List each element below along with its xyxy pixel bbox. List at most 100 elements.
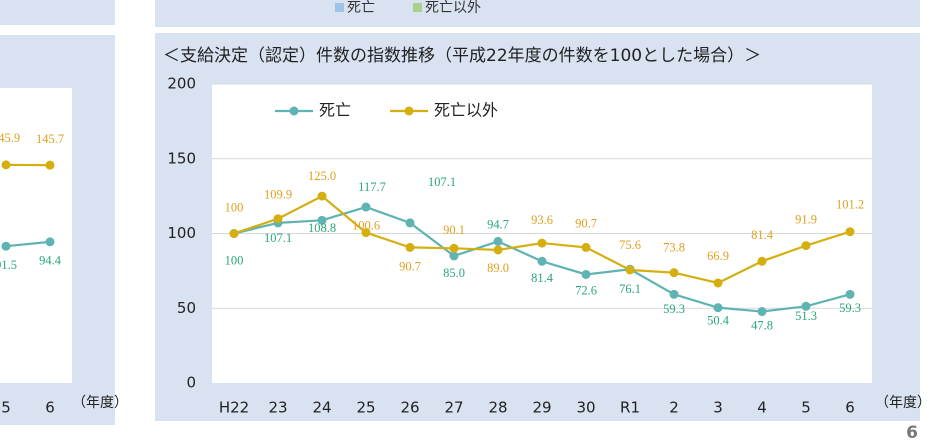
value-label: 73.8: [663, 241, 685, 255]
value-label: 93.6: [531, 213, 553, 227]
value-label: 94.7: [487, 217, 509, 231]
data-point: [493, 245, 503, 255]
value-label: 100: [225, 200, 244, 214]
legend-label: 死亡以外: [434, 101, 498, 120]
data-point: [625, 265, 635, 275]
value-label: 100.6: [352, 218, 380, 232]
data-point: [757, 307, 767, 317]
value-label: 47.8: [751, 318, 773, 332]
x-tick-label: R1: [620, 399, 640, 417]
data-point: [537, 238, 547, 248]
x-axis-label: （年度）: [72, 395, 128, 411]
x-tick-label: 24: [312, 399, 331, 417]
x-tick-label: 28: [488, 399, 507, 417]
data-point: [757, 256, 767, 266]
value-label: 101.2: [836, 198, 864, 212]
data-point: [405, 218, 415, 228]
data-point: [449, 243, 459, 253]
legend-swatch: [335, 3, 344, 12]
panel: [0, 0, 115, 25]
value-label: 50.4: [707, 314, 730, 328]
y-tick-label: 150: [167, 149, 196, 167]
chart-title: ＜支給決定（認定）件数の指数推移（平成22年度の件数を100とした場合）＞: [163, 46, 761, 66]
plot-area: [0, 88, 72, 383]
value-label: 90.1: [443, 223, 465, 237]
data-point: [449, 251, 459, 261]
value-label: 125.0: [308, 169, 336, 183]
x-tick-label: 6: [845, 399, 855, 417]
data-point: [273, 214, 283, 224]
x-tick-label: 23: [268, 399, 287, 417]
legend-swatch: [413, 3, 422, 12]
data-point: [45, 237, 55, 247]
value-label: 89.0: [487, 261, 509, 275]
series-line: [5, 240, 51, 248]
data-point: [537, 256, 547, 266]
data-point: [713, 278, 723, 288]
page-number: 6: [906, 423, 918, 443]
y-tick-label: 50: [177, 299, 196, 317]
x-tick-label: 4: [757, 399, 767, 417]
x-tick-label: 27: [444, 399, 463, 417]
x-tick-label: 2: [669, 399, 679, 417]
panel: [155, 0, 920, 27]
x-tick-label: 5: [1, 399, 11, 417]
x-tick-label: 25: [356, 399, 375, 417]
value-label: 85.0: [443, 266, 465, 280]
data-point: [1, 241, 11, 251]
value-label: 59.3: [839, 301, 861, 315]
value-label: 90.7: [399, 259, 421, 273]
data-point: [845, 227, 855, 237]
legend-label: 死亡以外: [425, 0, 481, 16]
value-label: 76.1: [619, 282, 641, 296]
value-label: 100: [225, 253, 244, 267]
value-label: 81.4: [751, 228, 774, 242]
y-tick-label: 100: [167, 224, 196, 242]
data-point: [581, 269, 591, 279]
x-axis-label: （年度）: [875, 395, 931, 411]
data-point: [713, 303, 723, 313]
legend-marker: [404, 106, 414, 116]
data-point: [405, 242, 415, 252]
y-tick-label: 0: [186, 374, 196, 392]
legend-label: 死亡: [347, 0, 375, 16]
data-point: [229, 229, 239, 238]
data-point: [669, 289, 679, 299]
y-tick-label: 200: [167, 75, 196, 93]
value-label: 72.6: [575, 283, 597, 297]
data-point: [361, 228, 371, 238]
x-tick-label: 3: [713, 399, 723, 417]
legend-label: 死亡: [319, 101, 351, 120]
data-point: [845, 289, 855, 299]
value-label: 59.3: [663, 302, 685, 316]
value-label: 75.6: [619, 238, 641, 252]
data-point: [493, 236, 503, 246]
value-label: 66.9: [707, 249, 729, 263]
value-label: 51.3: [795, 309, 817, 323]
x-tick-label: H22: [219, 399, 249, 417]
x-tick-label: 5: [801, 399, 811, 417]
value-label: 117.7: [358, 180, 386, 194]
value-label: 145.9: [0, 131, 20, 145]
value-label: 109.9: [264, 188, 292, 202]
data-point: [317, 191, 327, 201]
value-label: 145.7: [36, 132, 64, 146]
data-point: [361, 202, 371, 212]
value-label: 81.4: [531, 271, 554, 285]
value-label: 94.4: [39, 254, 62, 268]
data-point: [581, 242, 591, 252]
x-tick-label: 29: [532, 399, 551, 417]
x-tick-label: 6: [45, 399, 55, 417]
value-label: 91.5: [0, 258, 17, 272]
x-tick-label: 26: [400, 399, 419, 417]
data-point: [45, 160, 55, 170]
data-point: [1, 160, 11, 170]
value-label: 91.9: [795, 212, 817, 226]
data-point: [669, 268, 679, 278]
x-tick-label: 30: [576, 399, 595, 417]
data-point: [317, 215, 327, 225]
value-label: 90.7: [575, 216, 597, 230]
data-point: [801, 301, 811, 311]
value-label: 108.8: [308, 221, 336, 235]
